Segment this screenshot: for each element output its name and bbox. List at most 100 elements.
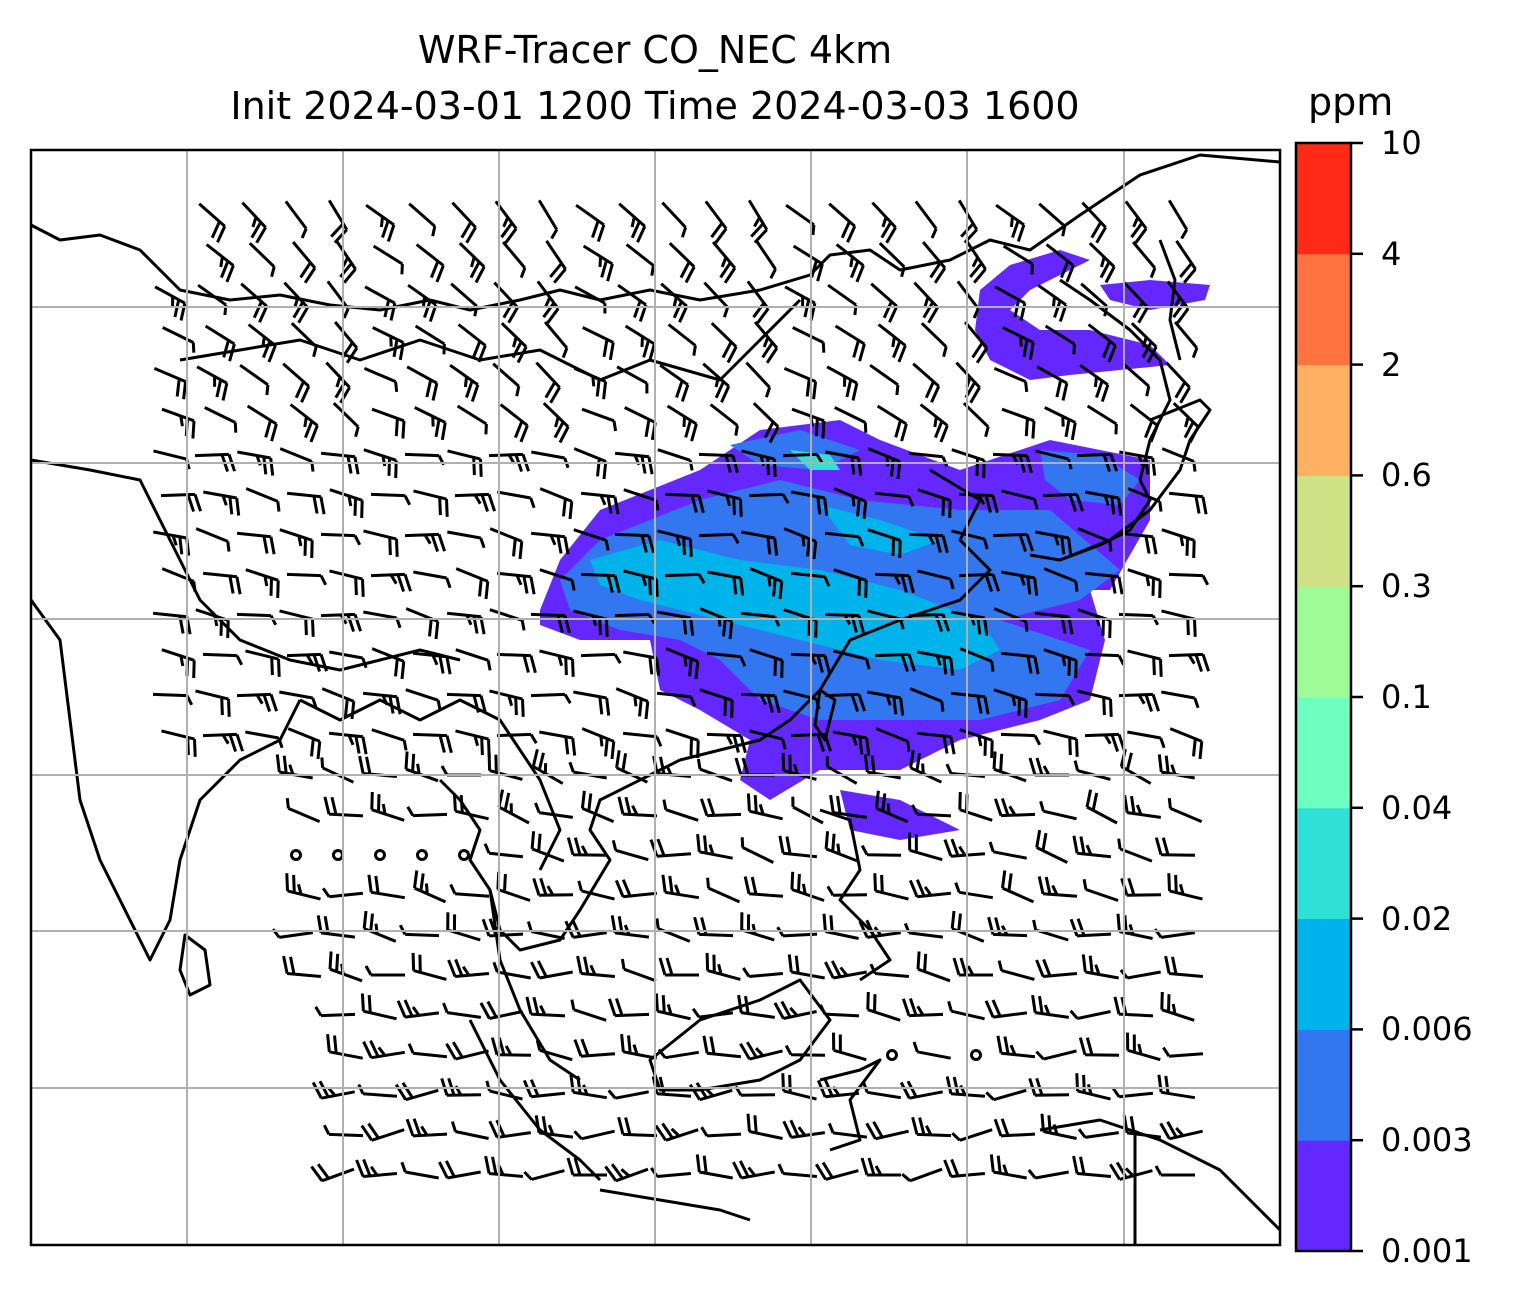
plume-band-level-1c (975, 250, 1170, 380)
wind-barb (706, 651, 747, 667)
wind-barb (1084, 571, 1124, 595)
wind-barb (874, 652, 917, 672)
wind-barb (874, 790, 909, 823)
wind-barb (921, 241, 947, 284)
wind-barb (914, 200, 938, 239)
wind-barb (329, 650, 368, 669)
wind-barb (362, 910, 397, 943)
wind-barb (204, 406, 238, 433)
colorbar-segment (1296, 253, 1351, 366)
wind-barb (286, 572, 328, 586)
wind-barb (614, 451, 654, 475)
wind-barb (195, 608, 230, 639)
wind-barb (414, 406, 447, 441)
wind-barb (582, 244, 614, 282)
wind-barb (405, 688, 442, 711)
wind-barb (1036, 365, 1069, 401)
wind-barb (321, 887, 364, 899)
calm-wind-marker (458, 849, 470, 861)
wind-barb (875, 727, 911, 752)
wind-barb (1118, 692, 1161, 712)
wind-barb (1166, 280, 1190, 324)
wind-barb (783, 527, 818, 560)
wind-barb (792, 244, 824, 282)
wind-barb (624, 324, 656, 362)
wind-barb (287, 727, 322, 760)
wind-barb (282, 362, 311, 403)
wind-barb (1044, 406, 1077, 441)
wind-barb (363, 529, 399, 557)
wind-barb (858, 919, 902, 939)
wind-barb (412, 651, 452, 675)
wind-barb (488, 1119, 532, 1139)
wind-barb (1035, 1049, 1077, 1061)
wind-barb (162, 326, 196, 353)
wind-barb (360, 993, 397, 1021)
wind-barb (496, 652, 537, 674)
wind-barb (870, 282, 899, 323)
colorbar (1296, 143, 1351, 1252)
wind-barb (394, 1081, 439, 1102)
wind-barb (573, 609, 609, 637)
wind-barb (824, 531, 865, 547)
wind-barb (405, 607, 440, 640)
wind-barb (1001, 870, 1035, 904)
wind-barb (530, 960, 573, 980)
wind-barb (867, 690, 905, 716)
wind-barb (530, 531, 570, 555)
wind-barb (688, 1081, 733, 1102)
wind-barb (407, 1043, 448, 1059)
wind-barb (404, 532, 447, 552)
wind-barb (398, 924, 440, 938)
wind-barb (452, 793, 489, 821)
wind-barb (1037, 283, 1068, 322)
coastline-india (31, 599, 302, 962)
wind-barb (456, 404, 488, 435)
wind-barb (833, 487, 868, 520)
wind-barb (580, 491, 620, 515)
wind-barb (440, 1077, 482, 1097)
wind-barb (655, 918, 691, 943)
wind-barb (161, 729, 197, 757)
wind-barb (1085, 789, 1118, 825)
wind-barb (1124, 200, 1148, 244)
wind-barb (496, 571, 536, 595)
wind-barb (494, 200, 518, 244)
wind-barb (1161, 690, 1200, 709)
wind-barb (1045, 243, 1075, 283)
wind-barb (1044, 324, 1076, 355)
wind-barb (745, 361, 772, 398)
wind-barb (912, 362, 941, 403)
wind-barb (666, 404, 698, 442)
wind-barb (1119, 969, 1161, 980)
wind-barb (1001, 489, 1039, 510)
plume-band-level-3 (590, 540, 1000, 670)
wind-barb (154, 285, 187, 321)
wind-barb (530, 692, 572, 704)
wind-barb (749, 729, 787, 750)
wind-barb (446, 692, 487, 714)
wind-barb (824, 960, 867, 980)
wind-barb (824, 692, 867, 712)
wind-barb (664, 572, 706, 584)
wind-barb (438, 1160, 481, 1180)
wind-barb (958, 791, 993, 822)
wind-barb (732, 1160, 775, 1180)
wind-barb (523, 1169, 565, 1181)
wind-barb (959, 728, 994, 759)
wind-barb (363, 448, 398, 479)
wind-barb (532, 877, 574, 897)
wind-barb (400, 1161, 439, 1180)
wind-barb (963, 321, 989, 364)
wind-barb (1167, 873, 1203, 901)
wind-barb (1159, 1121, 1203, 1141)
coastline-borneo (648, 978, 832, 1092)
wind-barb (1122, 362, 1151, 397)
wind-barb (279, 528, 314, 559)
wind-barb (871, 201, 897, 244)
wind-barb (661, 874, 700, 900)
wind-barb (363, 367, 399, 393)
wind-barb (1043, 729, 1079, 757)
wind-barb (489, 689, 525, 717)
wind-barbs (152, 199, 1211, 1183)
